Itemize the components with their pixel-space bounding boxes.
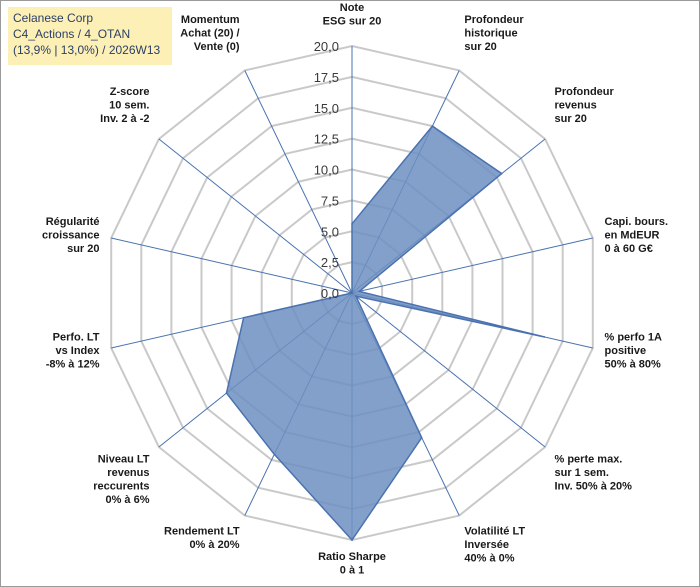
axis-label-line: 0 à 1 (340, 565, 364, 577)
tick-label: 20,0 (314, 39, 339, 54)
tick-label: 0,0 (321, 286, 339, 301)
axis-label-line: Capi. bours. (605, 216, 669, 228)
axis-label-line: en MdEUR (605, 230, 660, 242)
axis-label: Ratio Sharpe 0 à 1 (318, 551, 386, 577)
data-point (500, 172, 503, 175)
tick-label: 2,5 (321, 255, 339, 270)
axis-label-line: Inv. 50% à 20% (555, 481, 633, 493)
axis-label-line: 40% à 0% (464, 552, 514, 564)
axis-label-line: Perfo. LT (53, 331, 100, 343)
axis-label: Capi. bours. en MdEUR 0 à 60 G€ (605, 216, 669, 255)
axis-label-line: sur 20 (555, 113, 587, 125)
axis-label-line: Profondeur (555, 86, 615, 98)
axis-label-line: Niveau LT (98, 454, 150, 466)
tick-label: 15,0 (314, 101, 339, 116)
axis-label-line: reccurents (93, 481, 149, 493)
axis-label-line: positive (605, 345, 647, 357)
tick-label: 5,0 (321, 224, 339, 239)
data-point (431, 125, 434, 127)
data-point (543, 336, 546, 338)
axis-label-line: 0% à 20% (189, 539, 239, 551)
data-point (420, 436, 423, 439)
axis-label: Note ESG sur 20 (323, 2, 382, 28)
axis-label-line: Régularité (46, 216, 100, 228)
axis-label-line: Vente (0) (194, 41, 240, 53)
performance-summary: (13,9% | 13,0%) / 2026W13 (13, 43, 161, 57)
data-point (351, 539, 353, 541)
axis-label-line: Achat (20) / (180, 28, 239, 40)
data-point (273, 453, 276, 456)
axis-label: Rendement LT 0% à 20% (164, 525, 240, 551)
axis-label-line: 10 sem. (109, 100, 149, 112)
axis-spoke (158, 138, 353, 294)
axis-label-line: Inv. 2 à -2 (100, 113, 149, 125)
axis-label-line: historique (464, 28, 517, 40)
axis-label: Profondeur historique sur 20 (464, 14, 524, 53)
axis-label: Régularité croissance sur 20 (42, 216, 99, 255)
axis-label-line: sur 20 (67, 243, 99, 255)
axis-spoke (351, 237, 593, 294)
axis-label-line: Volatilité LT (464, 525, 525, 537)
chart-title-box: Celanese Corp C4_Actions / 4_OTAN (13,9%… (8, 7, 172, 65)
data-point (225, 392, 228, 394)
axis-spoke (351, 292, 546, 448)
axis-label-line: vs Index (55, 345, 100, 357)
axis-label: Niveau LT revenus reccurents 0% à 6% (93, 454, 150, 507)
data-point (355, 295, 357, 297)
axis-spoke (111, 237, 353, 294)
axis-label-line: sur 1 sem. (555, 467, 609, 479)
axis-label: Perfo. LT vs Index -8% à 12% (46, 331, 101, 370)
tick-label: 17,5 (314, 70, 339, 85)
data-point (351, 223, 353, 225)
tick-label: 10,0 (314, 163, 339, 178)
axis-label-line: 50% à 80% (605, 358, 661, 370)
axis-spoke (244, 70, 353, 294)
company-name: Celanese Corp (13, 11, 94, 25)
axis-label: Momentum Achat (20) / Vente (0) (180, 14, 240, 53)
axis-label-line: Note (340, 2, 364, 14)
axis-label-line: croissance (42, 230, 99, 242)
axis-label-line: Rendement LT (164, 525, 240, 537)
axis-label: Profondeur revenus sur 20 (555, 86, 615, 125)
axis-label-line: Profondeur (464, 14, 524, 26)
axis-label-line: sur 20 (464, 41, 496, 53)
axis-label-line: ESG sur 20 (323, 16, 382, 28)
data-point (242, 316, 245, 319)
axis-label-line: revenus (555, 100, 597, 112)
axis-label-line: revenus (107, 467, 149, 479)
axis-label-line: 0 à 60 G€ (605, 243, 653, 255)
tick-label: 7,5 (321, 193, 339, 208)
portfolio-label: C4_Actions / 4_OTAN (13, 27, 131, 41)
axis-label-line: Z-score (110, 86, 150, 98)
axis-label-line: % perte max. (555, 454, 623, 466)
axis-label: % perfo 1A positive 50% à 80% (605, 331, 663, 370)
axis-label-line: Momentum (181, 14, 240, 26)
data-point (351, 292, 353, 294)
axis-label-line: Ratio Sharpe (318, 551, 386, 563)
axis-label-line: % perfo 1A (605, 331, 663, 343)
axis-label: % perte max. sur 1 sem. Inv. 50% à 20% (555, 454, 633, 493)
axis-label: Z-score 10 sem. Inv. 2 à -2 (100, 86, 149, 125)
data-point (358, 290, 361, 293)
axis-label-line: Inversée (464, 539, 509, 551)
axis-label-line: -8% à 12% (46, 358, 100, 370)
tick-label: 12,5 (314, 132, 339, 147)
axis-label-line: 0% à 6% (105, 494, 149, 506)
data-series-area (225, 125, 545, 542)
axis-label: Volatilité LT Inversée 40% à 0% (464, 525, 525, 564)
